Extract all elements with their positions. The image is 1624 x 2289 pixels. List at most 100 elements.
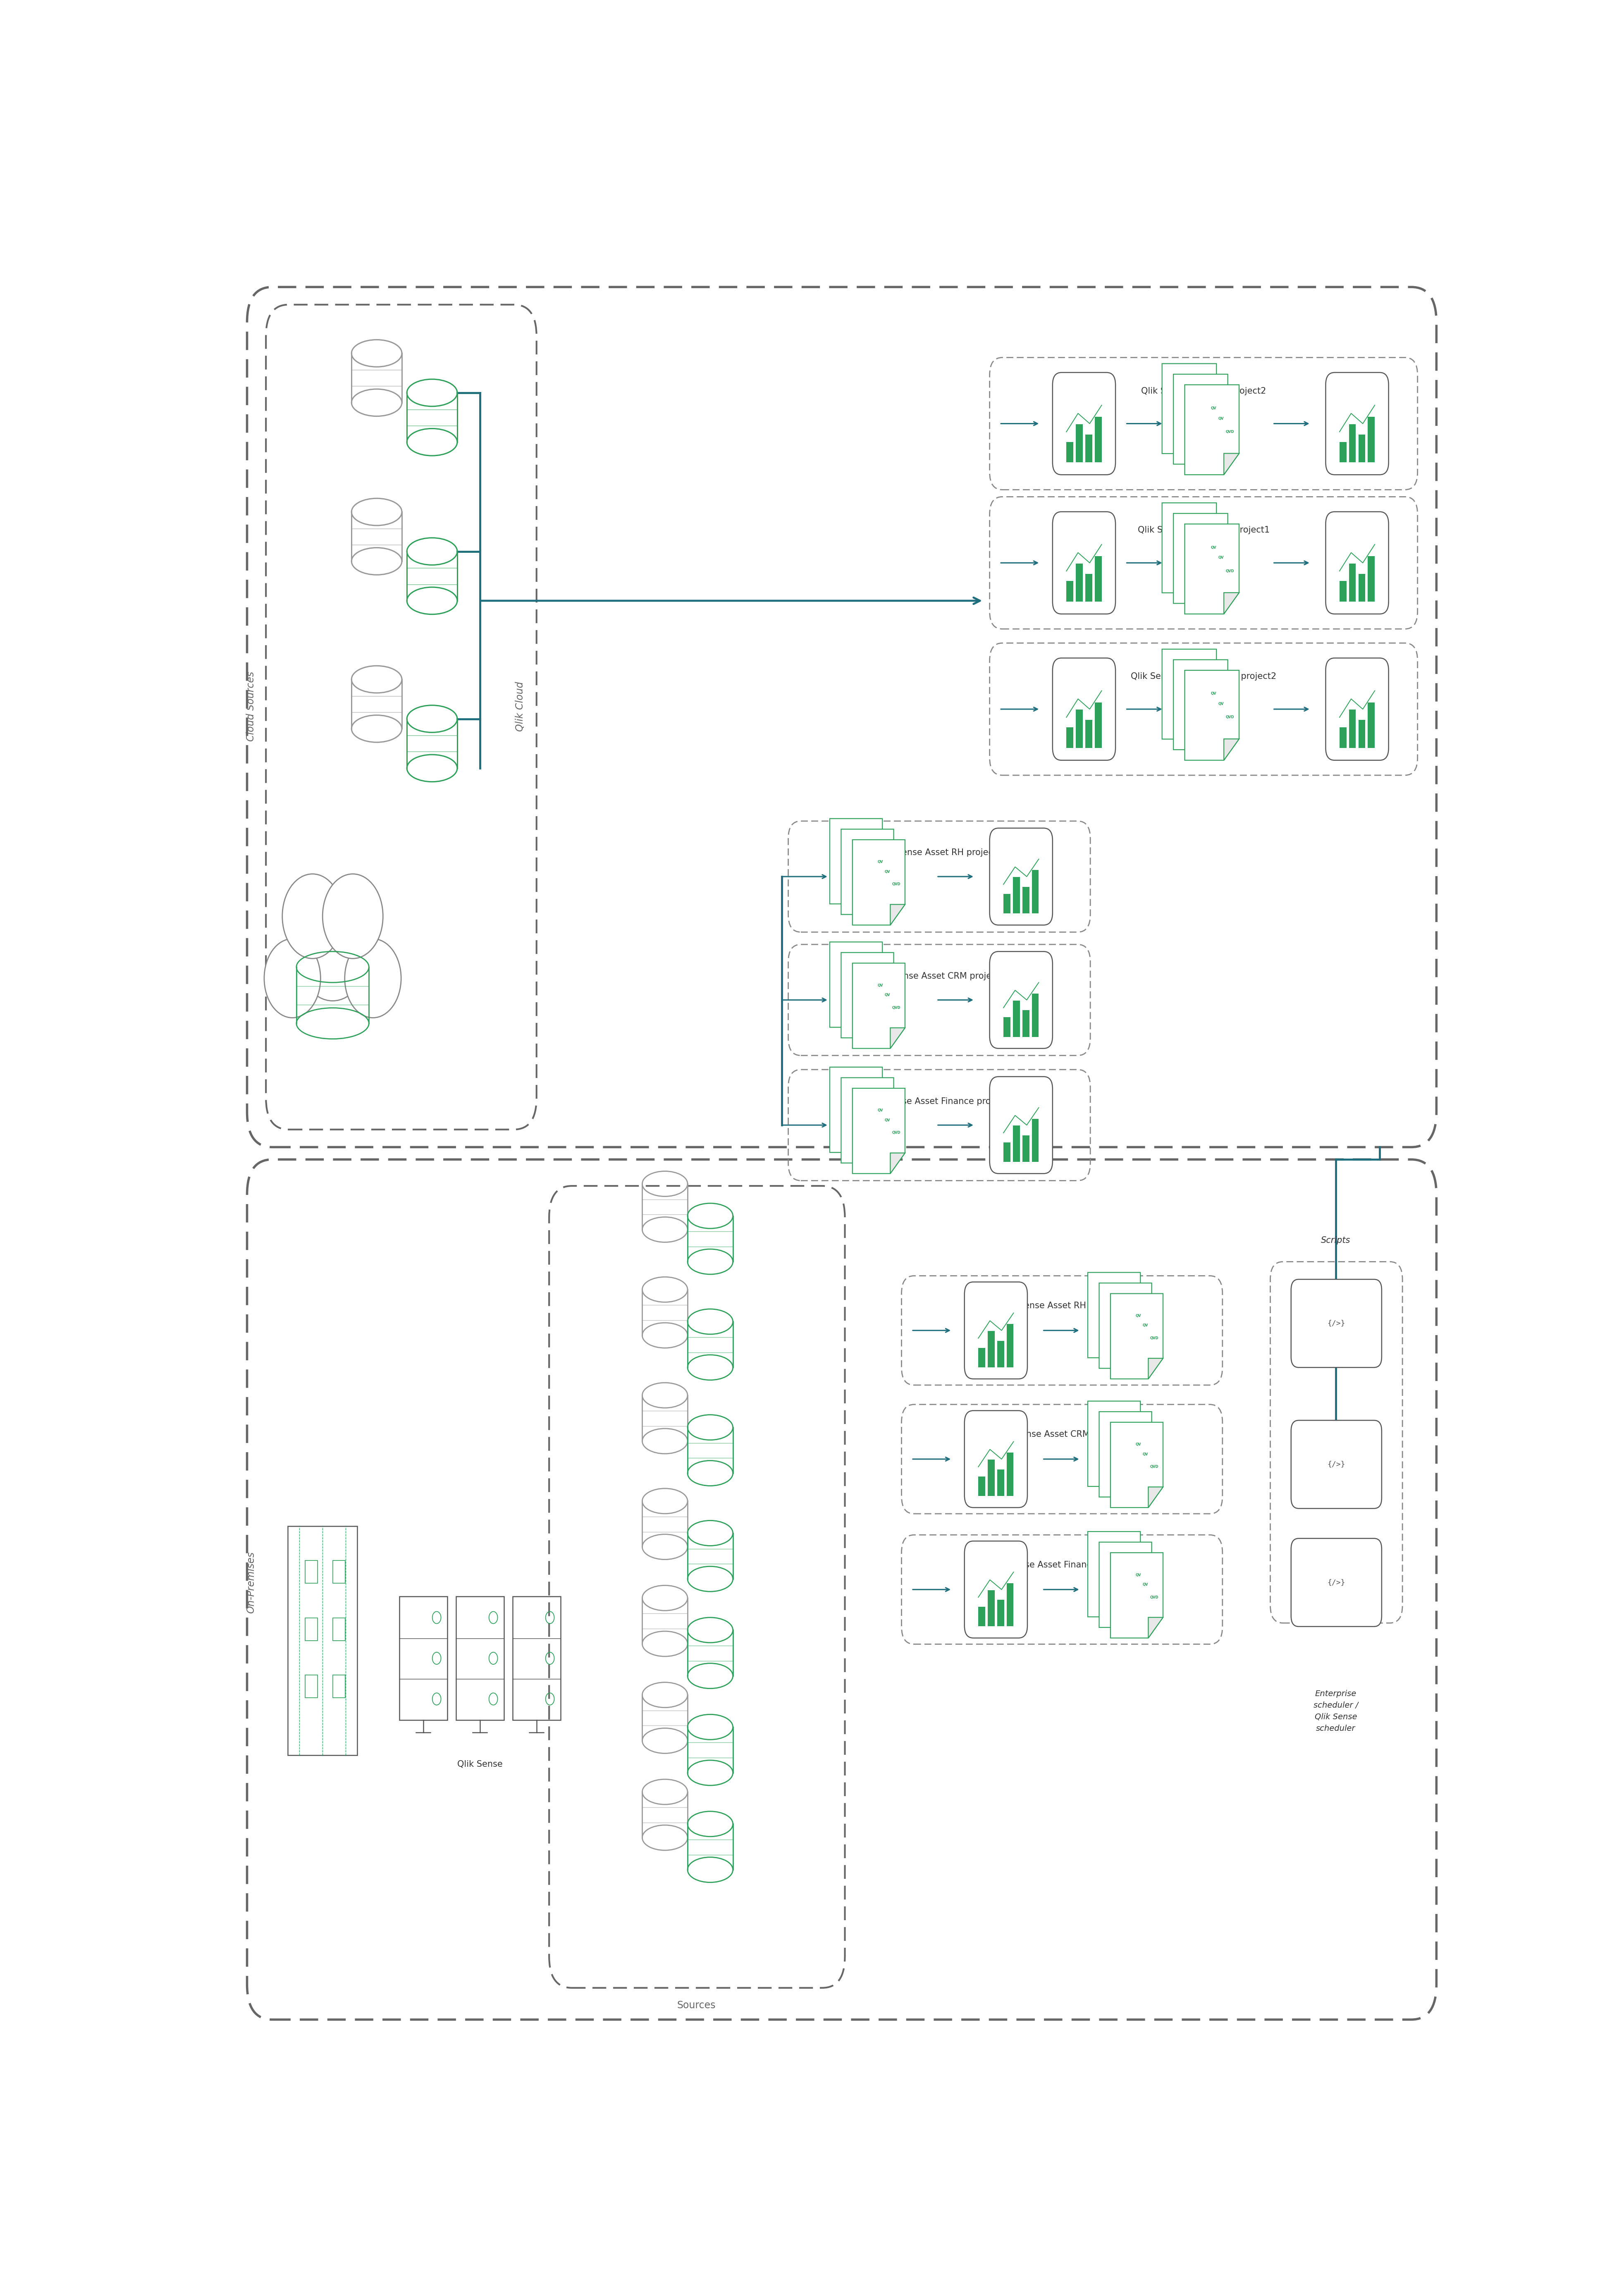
Text: QV: QV: [1135, 1442, 1142, 1447]
Text: Scripts: Scripts: [1320, 1236, 1351, 1245]
Polygon shape: [890, 1154, 905, 1174]
Polygon shape: [1202, 433, 1216, 453]
Bar: [978, 1348, 986, 1367]
Bar: [1095, 703, 1101, 749]
FancyBboxPatch shape: [1325, 513, 1389, 613]
Bar: [978, 1607, 986, 1627]
Bar: [1004, 1142, 1010, 1163]
Text: QV: QV: [877, 984, 883, 987]
Text: QV: QV: [1143, 1323, 1148, 1328]
Text: QVD: QVD: [892, 1131, 900, 1135]
Text: QVD: QVD: [1150, 1337, 1158, 1339]
Bar: [1007, 1323, 1013, 1367]
Text: {/>}: {/>}: [1327, 1579, 1345, 1586]
Polygon shape: [1088, 1401, 1140, 1486]
Polygon shape: [830, 1067, 882, 1151]
Polygon shape: [1224, 453, 1239, 474]
Text: Qlik Sense Asset CRM project2: Qlik Sense Asset CRM project2: [874, 973, 1005, 980]
Text: QV: QV: [1143, 1582, 1148, 1586]
Text: QV: QV: [885, 1119, 890, 1122]
Bar: [1367, 556, 1376, 602]
Text: Sources: Sources: [677, 2001, 716, 2010]
Polygon shape: [1213, 581, 1228, 604]
Bar: [1085, 721, 1093, 749]
Polygon shape: [1163, 504, 1216, 593]
Polygon shape: [1174, 513, 1228, 604]
Text: Qlik Sense Asset CRM project2: Qlik Sense Asset CRM project2: [996, 1431, 1129, 1437]
Bar: [987, 1330, 994, 1367]
Polygon shape: [1111, 1552, 1163, 1639]
Bar: [1350, 563, 1356, 602]
Text: Qlik Cloud: Qlik Cloud: [515, 682, 525, 732]
Bar: [1023, 886, 1030, 913]
Text: QV: QV: [885, 993, 890, 998]
Bar: [1358, 721, 1366, 749]
Bar: [1358, 435, 1366, 462]
Polygon shape: [853, 840, 905, 925]
Polygon shape: [1125, 1595, 1140, 1616]
Text: Cloud Sources: Cloud Sources: [245, 671, 257, 742]
FancyBboxPatch shape: [965, 1282, 1028, 1378]
Bar: [1095, 417, 1101, 462]
Text: QVD: QVD: [1226, 716, 1234, 719]
Text: Qlik Sense Asset CRM project1: Qlik Sense Asset CRM project1: [1138, 526, 1270, 533]
Polygon shape: [1099, 1543, 1151, 1627]
FancyBboxPatch shape: [1052, 657, 1116, 760]
FancyBboxPatch shape: [965, 1410, 1028, 1508]
Polygon shape: [1184, 385, 1239, 474]
Circle shape: [344, 938, 401, 1019]
Bar: [333, 1618, 346, 1641]
Polygon shape: [1137, 1348, 1151, 1369]
Text: QVD: QVD: [892, 1005, 900, 1009]
Bar: [997, 1341, 1004, 1367]
Circle shape: [283, 874, 343, 959]
Bar: [305, 1561, 318, 1584]
FancyBboxPatch shape: [1291, 1280, 1382, 1367]
Polygon shape: [867, 884, 882, 904]
Bar: [1340, 581, 1346, 602]
Polygon shape: [1099, 1284, 1151, 1369]
Text: Enterprise
scheduler /
Qlik Sense
scheduler: Enterprise scheduler / Qlik Sense schedu…: [1314, 1689, 1358, 1733]
Bar: [333, 1561, 346, 1584]
Polygon shape: [1184, 671, 1239, 760]
Bar: [1358, 575, 1366, 602]
FancyBboxPatch shape: [1291, 1538, 1382, 1627]
Bar: [1367, 417, 1376, 462]
Polygon shape: [890, 1028, 905, 1048]
Bar: [1075, 563, 1083, 602]
Text: QV: QV: [1218, 417, 1224, 421]
Polygon shape: [1224, 739, 1239, 760]
Bar: [400, 1598, 447, 1719]
Bar: [1007, 1584, 1013, 1627]
Polygon shape: [1202, 719, 1216, 739]
FancyBboxPatch shape: [1325, 657, 1389, 760]
Polygon shape: [1148, 1488, 1163, 1508]
Bar: [987, 1460, 994, 1497]
Polygon shape: [1111, 1421, 1163, 1508]
Text: QV: QV: [1135, 1573, 1142, 1577]
Bar: [513, 1598, 560, 1719]
Polygon shape: [1111, 1293, 1163, 1378]
Bar: [305, 1618, 318, 1641]
Text: QV: QV: [877, 861, 883, 863]
Bar: [1095, 556, 1101, 602]
Text: QV: QV: [1218, 703, 1224, 705]
Text: QVD: QVD: [1226, 570, 1234, 572]
Text: Qlik Sense Asset RH project2: Qlik Sense Asset RH project2: [1142, 387, 1267, 396]
Bar: [1004, 1016, 1010, 1037]
Circle shape: [297, 900, 369, 1000]
FancyBboxPatch shape: [989, 1076, 1052, 1174]
Polygon shape: [1099, 1412, 1151, 1497]
Polygon shape: [1088, 1531, 1140, 1616]
Polygon shape: [867, 1007, 882, 1028]
Text: QVD: QVD: [1150, 1595, 1158, 1600]
FancyBboxPatch shape: [989, 829, 1052, 925]
Polygon shape: [1125, 1465, 1140, 1486]
Polygon shape: [841, 1078, 893, 1163]
Polygon shape: [1137, 1607, 1151, 1627]
Bar: [1067, 581, 1073, 602]
Polygon shape: [1163, 650, 1216, 739]
Polygon shape: [1174, 659, 1228, 751]
Bar: [1013, 1000, 1020, 1037]
Polygon shape: [1224, 593, 1239, 613]
